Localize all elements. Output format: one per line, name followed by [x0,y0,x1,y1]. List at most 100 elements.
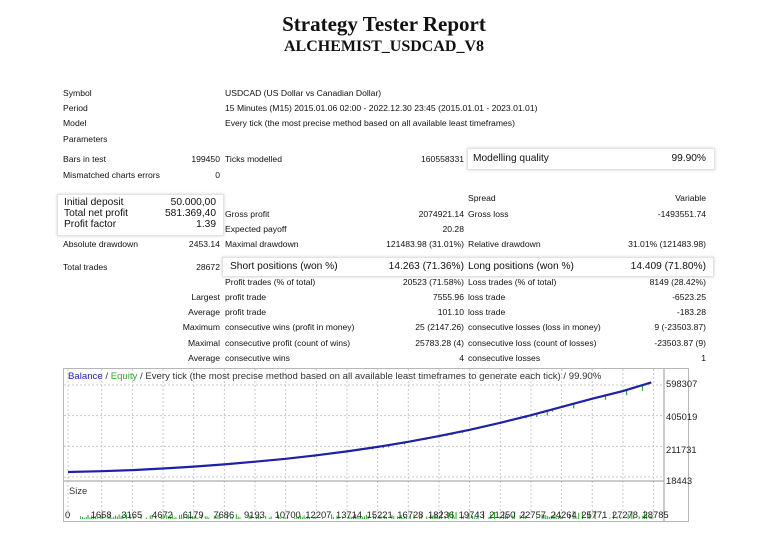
size-bar [451,511,453,519]
size-bar [433,515,435,519]
average-consecutive-label: Average [188,353,220,363]
size-bar [217,515,219,519]
size-bar [239,517,241,519]
size-bar [120,516,122,519]
size-bar [519,515,521,519]
short-positions-label: Short positions (won %) [230,261,338,272]
size-bar [235,514,237,519]
size-bar [162,514,164,519]
maximal-consecutive-loss-label: consecutive loss (count of losses) [468,338,597,348]
size-bar [373,515,375,519]
size-bar [499,516,501,519]
avg-consecutive-wins-value: 4 [459,353,464,363]
size-bar [552,515,554,519]
symbol-value: USDCAD (US Dollar vs Canadian Dollar) [225,88,382,98]
size-bar [206,516,208,519]
size-bar [255,516,257,519]
size-bar [193,516,195,519]
x-tick-label: 27278 [611,509,638,520]
spread-label: Spread [468,193,496,203]
average-profit-value: 101.10 [437,307,464,317]
size-bar [182,516,184,519]
size-bar [404,516,406,519]
size-bar [453,516,455,519]
size-bar [503,511,505,519]
size-bar [169,516,171,519]
size-bar [351,516,353,519]
size-bar [490,513,492,519]
size-bar [113,516,115,519]
size-bar [180,514,182,519]
size-bar [431,515,433,519]
size-bar [171,514,173,519]
gross-profit-label: Gross profit [225,209,270,219]
size-bar [468,513,470,519]
size-bar [208,517,210,519]
model-value: Every tick (the most precise method base… [225,118,515,128]
size-bar [175,517,177,519]
size-bar [294,517,296,519]
rel-drawdown-label: Relative drawdown [468,239,541,249]
size-bar [559,515,561,519]
short-positions-value: 14.263 (71.36%) [388,261,464,272]
size-bar [547,516,549,519]
size-bar [215,516,217,519]
size-bar [455,512,457,519]
size-bar [378,515,380,519]
size-bar [374,516,376,519]
size-bar [631,512,633,519]
max-consecutive-losses-value: 9 (-23503.87) [654,322,706,332]
size-bar [301,517,303,519]
size-bar [133,516,135,519]
size-bar [298,516,300,519]
size-bar [393,516,395,519]
size-bar [226,514,228,519]
size-bar [578,512,580,519]
size-bar [336,515,338,519]
size-bar [107,516,109,519]
size-bar [409,515,411,519]
size-bar [548,516,550,519]
report-title: Strategy Tester Report [282,12,486,36]
size-bar [356,516,358,519]
size-bar [250,515,252,519]
size-bar [477,512,479,519]
size-bar [574,516,576,519]
size-bar [644,510,646,519]
size-bar [512,515,514,519]
x-tick-label: 13714 [335,509,363,520]
initial-deposit-value: 50.000,00 [170,197,216,208]
size-bar [473,517,475,519]
loss-trades-value: 8149 (28.42%) [649,277,706,287]
balance-series-line [67,381,652,474]
bars-value: 199450 [191,154,220,164]
y-tick-label: 18443 [666,475,693,486]
x-tick-label: 7686 [213,509,235,520]
size-bar [347,517,349,519]
y-tick-label: 598307 [666,378,698,389]
size-bar [594,511,596,519]
size-bar [429,514,431,519]
abs-drawdown-label: Absolute drawdown [63,239,139,249]
size-bar [609,517,611,519]
size-bar [94,516,96,519]
chart-legend: Balance / Equity / Every tick (the most … [68,371,601,382]
size-bar [536,517,538,519]
max-drawdown-label: Maximal drawdown [225,239,299,249]
parameters-label: Parameters [63,134,108,144]
size-bar [109,514,111,519]
mismatch-value: 0 [215,170,220,180]
size-bar [179,515,181,519]
size-bar [462,515,464,519]
size-bar [561,517,563,519]
size-bar [400,515,402,519]
size-bar [435,514,437,519]
size-bar [358,517,360,519]
size-bar [149,515,151,519]
largest-profit-value: 7555.96 [432,292,464,302]
size-bar [166,515,168,519]
size-bar [83,517,85,519]
x-tick-label: 6179 [182,509,204,520]
size-bar [396,516,398,519]
size-bar [638,516,640,519]
